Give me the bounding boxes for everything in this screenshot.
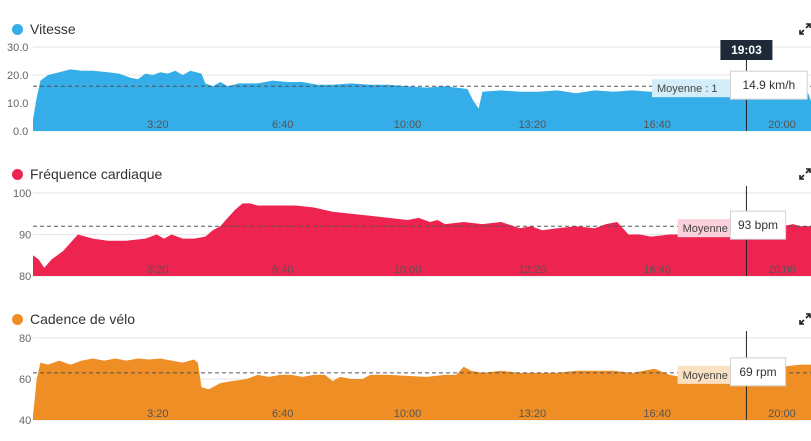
chart-title: Cadence de vélo xyxy=(30,311,136,327)
chart-title: Fréquence cardiaque xyxy=(30,166,163,182)
legend-dot xyxy=(12,313,23,325)
y-tick-label: 30.0 xyxy=(7,42,28,54)
series-area xyxy=(33,203,811,276)
y-tick-label: 100 xyxy=(13,188,31,200)
value-tooltip xyxy=(729,70,808,100)
legend-dot xyxy=(12,168,23,180)
x-tick-label: 20:00 xyxy=(768,408,796,420)
average-label-box xyxy=(677,219,733,238)
chart-frequence-cardiaque[interactable]: 100 90 80 3:20 6:40 10:00 13:20 16:40 20:00 Moyen… xyxy=(0,186,811,286)
expand-icon[interactable] xyxy=(799,312,811,325)
y-tick-label: 0.0 xyxy=(13,126,28,138)
chart-vitesse[interactable]: 30.0 20.0 10.0 0.0 3:20 6:40 10:00 13:20 16:40 20… xyxy=(0,40,811,140)
average-label: Moyenne : 1 xyxy=(657,83,718,95)
average-label: Moyenne xyxy=(683,223,728,235)
value-tooltip-text: 14.9 km/h xyxy=(742,78,795,92)
x-tick-label: 3:20 xyxy=(147,119,168,131)
cursor-time-label: 19:03 xyxy=(731,43,762,57)
series-area xyxy=(33,358,811,420)
value-tooltip-text: 69 rpm xyxy=(739,365,776,379)
x-tick-label: 16:40 xyxy=(643,408,671,420)
panel-vitesse: Vitesse 30.0 20.0 10.0 0.0 3:20 6:40 10:00 13:2… xyxy=(0,0,811,146)
y-tick-label: 10.0 xyxy=(7,98,28,110)
average-label: Moyenne xyxy=(683,370,728,382)
x-tick-label: 13:20 xyxy=(519,119,547,131)
x-tick-label: 10:00 xyxy=(394,264,422,276)
panel-title-frequence-cardiaque: Fréquence cardiaque xyxy=(12,165,162,183)
average-label-box xyxy=(652,79,733,98)
expand-icon[interactable] xyxy=(799,167,811,180)
x-tick-label: 20:00 xyxy=(768,264,796,276)
expand-icon[interactable] xyxy=(799,22,811,35)
series-area xyxy=(33,69,811,131)
y-tick-label: 20.0 xyxy=(7,70,28,82)
cursor-time-box xyxy=(720,40,773,60)
x-tick-label: 6:40 xyxy=(272,264,293,276)
x-tick-label: 3:20 xyxy=(147,264,168,276)
y-tick-label: 80 xyxy=(19,271,31,283)
average-label-box xyxy=(677,365,733,384)
x-tick-label: 20:00 xyxy=(768,119,796,131)
y-tick-label: 90 xyxy=(19,230,31,242)
x-tick-label: 10:00 xyxy=(394,408,422,420)
chart-title: Vitesse xyxy=(30,21,76,37)
x-tick-label: 13:20 xyxy=(519,264,547,276)
panel-frequence-cardiaque: Fréquence cardiaque 100 90 80 3:20 6:40 10:00… xyxy=(0,146,811,291)
panel-cadence: Cadence de vélo 80 60 40 3:20 6:40 10:00 13:20… xyxy=(0,291,811,441)
value-tooltip-text: 93 bpm xyxy=(738,218,778,232)
x-tick-label: 3:20 xyxy=(147,408,168,420)
x-tick-label: 6:40 xyxy=(272,408,293,420)
x-tick-label: 16:40 xyxy=(643,119,671,131)
chart-cadence[interactable]: 80 60 40 3:20 6:40 10:00 13:20 16:40 20:00 Moyenn… xyxy=(0,331,811,431)
value-tooltip xyxy=(729,210,787,240)
y-tick-label: 80 xyxy=(19,333,31,345)
panel-title-cadence: Cadence de vélo xyxy=(12,310,135,328)
x-tick-label: 6:40 xyxy=(272,119,293,131)
value-tooltip xyxy=(729,357,787,387)
panel-title-vitesse: Vitesse xyxy=(12,20,76,38)
x-tick-label: 16:40 xyxy=(643,264,671,276)
y-tick-label: 60 xyxy=(19,374,31,386)
x-tick-label: 10:00 xyxy=(394,119,422,131)
legend-dot xyxy=(12,23,23,35)
x-tick-label: 13:20 xyxy=(519,408,547,420)
y-tick-label: 40 xyxy=(19,415,31,427)
